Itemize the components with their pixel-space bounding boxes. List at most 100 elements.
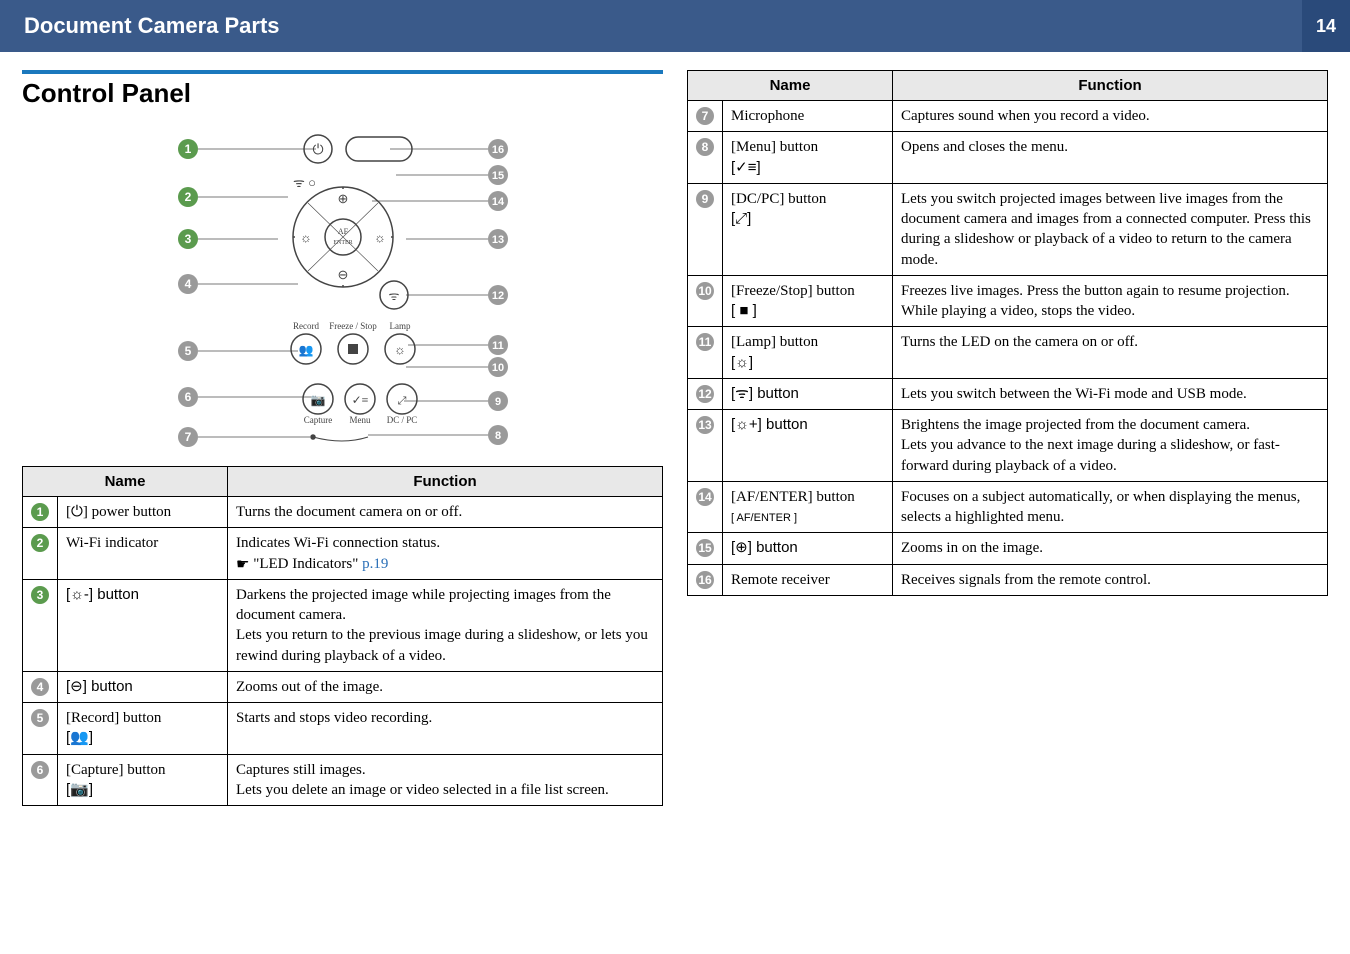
row-name: [⊖] button (58, 671, 228, 702)
row-fn: Captures still images. Lets you delete a… (228, 754, 663, 806)
section-title: Control Panel (22, 78, 663, 109)
svg-text:Capture: Capture (303, 415, 332, 425)
table-row: 11 [Lamp] button [☼] Turns the LED on th… (688, 327, 1328, 379)
table-row: 2 Wi-Fi indicator Indicates Wi-Fi connec… (23, 528, 663, 580)
svg-text:10: 10 (491, 362, 503, 374)
row-fn: Opens and closes the menu. (893, 132, 1328, 184)
svg-text:2: 2 (184, 190, 191, 204)
svg-text:3: 3 (184, 232, 191, 246)
row-badge: 1 (31, 503, 49, 521)
lamp-icon: [☼] (731, 354, 753, 371)
svg-text:9: 9 (494, 396, 500, 408)
row-fn: Zooms in on the image. (893, 533, 1328, 564)
row-badge: 10 (696, 282, 714, 300)
svg-text:☼: ☼ (394, 342, 406, 357)
row-name: Wi-Fi indicator (58, 528, 228, 580)
svg-text:⊕: ⊕ (337, 191, 348, 206)
svg-text:☼: ☼ (374, 230, 386, 245)
row-fn: Darkens the projected image while projec… (228, 579, 663, 671)
svg-text:13: 13 (491, 234, 503, 246)
svg-text:6: 6 (184, 390, 191, 404)
th-name: Name (23, 467, 228, 497)
svg-text:11: 11 (492, 340, 504, 352)
row-fn: Receives signals from the remote control… (893, 564, 1328, 595)
th-name: Name (688, 71, 893, 101)
row-fn: Brightens the image projected from the d… (893, 410, 1328, 482)
row-name: [⊕] button (723, 533, 893, 564)
content: Control Panel (0, 52, 1350, 806)
row-name: [☼-] button (58, 579, 228, 671)
row-name: [Menu] button [✓≡] (723, 132, 893, 184)
section-rule (22, 70, 663, 74)
row-fn: Zooms out of the image. (228, 671, 663, 702)
svg-text:4: 4 (184, 277, 191, 291)
svg-text:7: 7 (184, 430, 191, 444)
th-function: Function (228, 467, 663, 497)
dcpc-icon: [⤢] (731, 210, 751, 227)
row-name: [⏻] power button (58, 497, 228, 528)
row-fn: Focuses on a subject automatically, or w… (893, 481, 1328, 533)
svg-text:Lamp: Lamp (389, 321, 410, 331)
row-fn: Lets you switch projected images between… (893, 183, 1328, 275)
row-badge: 12 (696, 385, 714, 403)
row-badge: 14 (696, 488, 714, 506)
row-name: Microphone (723, 101, 893, 132)
svg-text:ᯤ: ᯤ (388, 289, 399, 303)
table-row: 15 [⊕] button Zooms in on the image. (688, 533, 1328, 564)
table-row: 12 [ᯤ] button Lets you switch between th… (688, 378, 1328, 409)
th-function: Function (893, 71, 1328, 101)
svg-text:⤢: ⤢ (397, 395, 406, 407)
row-badge: 3 (31, 586, 49, 604)
row-badge: 16 (696, 571, 714, 589)
row-fn: Starts and stops video recording. (228, 703, 663, 755)
left-column: Control Panel (22, 70, 663, 806)
page-number: 14 (1302, 0, 1350, 52)
row-badge: 8 (696, 138, 714, 156)
table-row: 4 [⊖] button Zooms out of the image. (23, 671, 663, 702)
svg-text:👥: 👥 (298, 343, 313, 357)
svg-text:📷: 📷 (310, 393, 325, 407)
svg-text:⏻: ⏻ (312, 142, 323, 158)
row-name: [Capture] button [📷] (58, 754, 228, 806)
row-badge: 2 (31, 534, 49, 552)
row-fn: Turns the document camera on or off. (228, 497, 663, 528)
svg-text:12: 12 (491, 290, 503, 302)
row-name: [Record] button [👥] (58, 703, 228, 755)
svg-text:1: 1 (184, 142, 191, 156)
row-name: [AF/ENTER] button [ AF/ENTER ] (723, 481, 893, 533)
svg-text:16: 16 (491, 144, 503, 156)
link-led-indicators[interactable]: p.19 (362, 556, 388, 572)
pointer-icon: ☛ (236, 555, 249, 575)
table-row: 13 [☼+] button Brightens the image proje… (688, 410, 1328, 482)
row-name: [DC/PC] button [⤢] (723, 183, 893, 275)
row-badge: 7 (696, 107, 714, 125)
row-fn: Indicates Wi-Fi connection status. ☛ "LE… (228, 528, 663, 580)
table-row: 10 [Freeze/Stop] button [ ■ ] Freezes li… (688, 275, 1328, 327)
right-table: Name Function 7 Microphone Captures soun… (687, 70, 1328, 596)
record-icon: [👥] (66, 729, 93, 746)
row-badge: 9 (696, 190, 714, 208)
svg-text:DC / PC: DC / PC (386, 415, 417, 425)
table-row: 5 [Record] button [👥] Starts and stops v… (23, 703, 663, 755)
svg-text:⊖: ⊖ (337, 267, 348, 282)
row-name: [Lamp] button [☼] (723, 327, 893, 379)
svg-text:8: 8 (494, 430, 500, 442)
row-name: [Freeze/Stop] button [ ■ ] (723, 275, 893, 327)
row-fn: Turns the LED on the camera on or off. (893, 327, 1328, 379)
header-title: Document Camera Parts (24, 13, 280, 39)
row-name: Remote receiver (723, 564, 893, 595)
table-row: 14 [AF/ENTER] button [ AF/ENTER ] Focuse… (688, 481, 1328, 533)
row-name: [ᯤ] button (723, 378, 893, 409)
row-badge: 13 (696, 416, 714, 434)
svg-text:✓≡: ✓≡ (351, 393, 368, 407)
af-enter-icon: [ AF/ENTER ] (731, 512, 797, 524)
table-row: 8 [Menu] button [✓≡] Opens and closes th… (688, 132, 1328, 184)
header-bar: Document Camera Parts 14 (0, 0, 1350, 52)
svg-text:Freeze / Stop: Freeze / Stop (329, 321, 377, 331)
row-fn: Lets you switch between the Wi-Fi mode a… (893, 378, 1328, 409)
svg-text:ENTER: ENTER (333, 240, 352, 246)
row-badge: 4 (31, 678, 49, 696)
svg-text:☼: ☼ (300, 230, 312, 245)
control-panel-svg: 1 2 3 4 5 6 7 16 15 14 13 12 11 10 (138, 119, 548, 449)
row-badge: 15 (696, 539, 714, 557)
